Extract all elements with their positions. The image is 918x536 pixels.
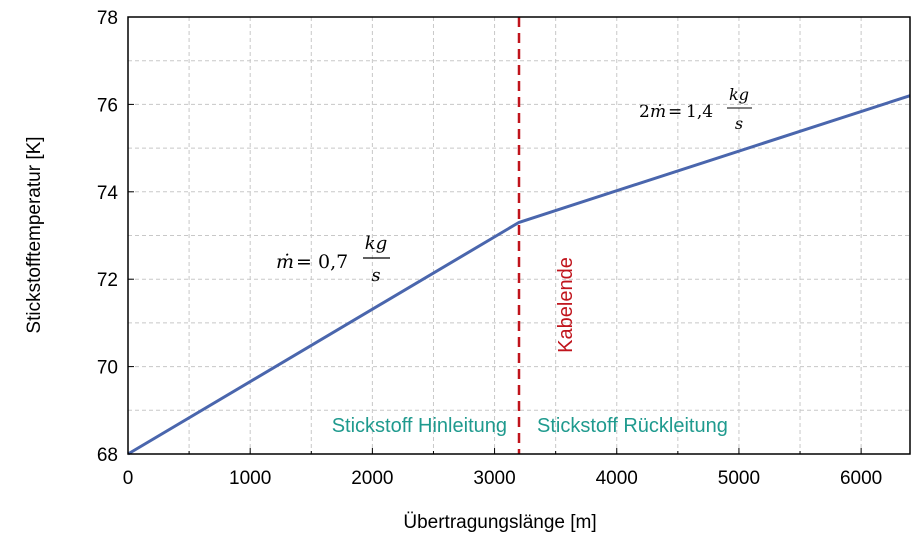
x-tick-label: 6000 (840, 468, 882, 489)
x-tick-label: 0 (123, 468, 134, 489)
x-axis-ticks: 0 1000 2000 3000 4000 5000 6000 (123, 448, 882, 489)
y-tick-label: 74 (97, 183, 119, 204)
flow1-value: 0,7 (318, 251, 348, 273)
x-tick-label: 2000 (351, 468, 393, 489)
flow-annotation-1: ṁ = 0,7 kg s (276, 233, 390, 286)
flow2-value: 1,4 (686, 102, 713, 122)
plot-frame (127, 16, 911, 455)
x-tick-label: 1000 (229, 468, 271, 489)
flow2-equals: = (668, 102, 682, 122)
cable-end-label: Kabelende (555, 257, 577, 353)
series-line (127, 94, 911, 456)
y-axis-label: Stickstofftemperatur [K] (24, 136, 45, 333)
flow1-numerator: kg (365, 233, 387, 254)
flow2-denominator: s (735, 114, 743, 133)
region-label-left: Stickstoff Hinleitung (332, 415, 507, 437)
region-label-right: Stickstoff Rückleitung (537, 415, 728, 437)
flow2-prefix: 2 (639, 102, 650, 122)
flow2-lhs: ṁ (650, 102, 666, 122)
y-tick-label: 72 (97, 270, 118, 291)
flow1-lhs: ṁ (276, 251, 294, 273)
y-tick-label: 78 (97, 8, 118, 29)
series-layer (127, 94, 911, 456)
flow-annotation-2: 2 ṁ = 1,4 kg s (639, 85, 752, 133)
y-tick-label: 70 (97, 358, 118, 379)
x-tick-label: 5000 (718, 468, 760, 489)
x-tick-label: 3000 (473, 468, 515, 489)
grid-lines (128, 17, 910, 454)
x-tick-label: 4000 (596, 468, 638, 489)
y-tick-label: 68 (97, 445, 118, 466)
flow2-numerator: kg (729, 85, 749, 104)
flow1-equals: = (296, 251, 312, 273)
y-axis-ticks: 68 70 72 74 76 78 (97, 8, 134, 466)
y-tick-label: 76 (97, 95, 118, 116)
flow1-denominator: s (371, 265, 380, 286)
x-axis-label: Übertragungslänge [m] (403, 512, 596, 533)
